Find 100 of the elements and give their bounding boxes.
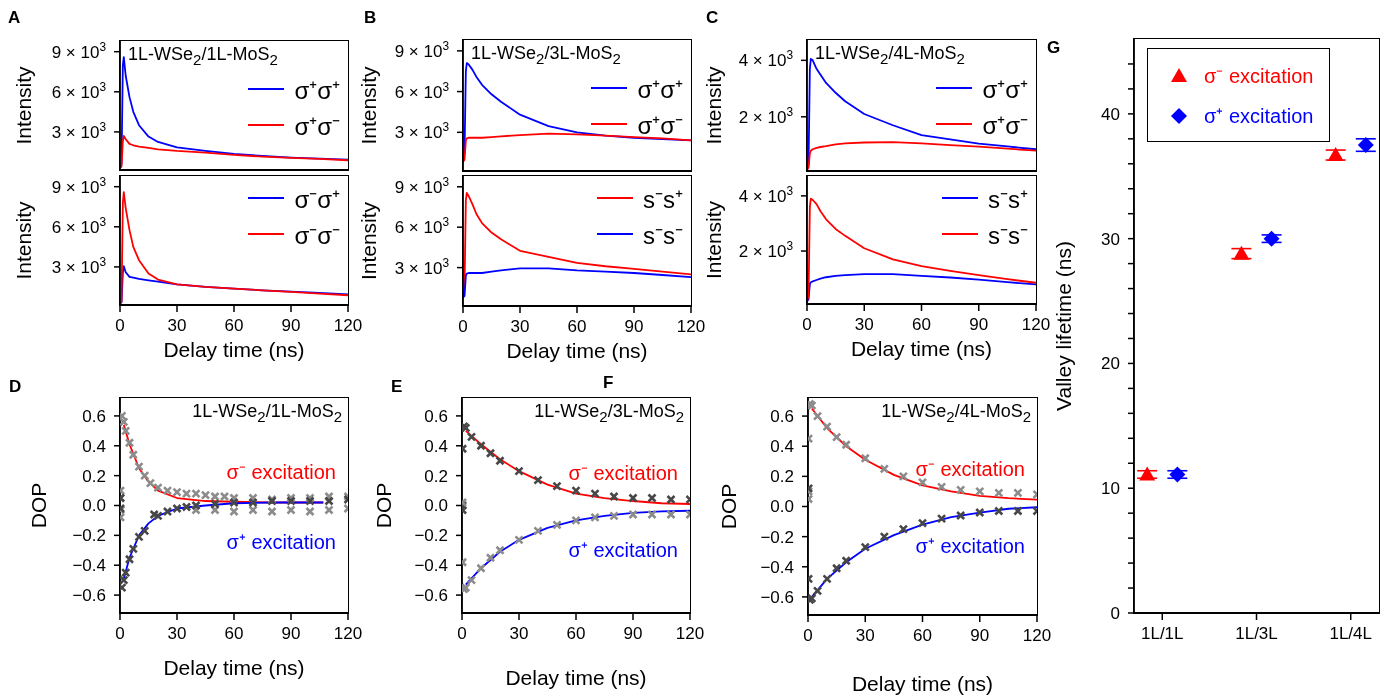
y-axis-title: Intensity <box>702 65 726 145</box>
x-axis-title: Delay time (ns) <box>163 338 305 361</box>
x-tick-label: 1L/4L <box>1329 623 1372 643</box>
x-tick-label: 0 <box>803 625 813 645</box>
y-tick-label: 2 × 10$^{3}$ <box>738 104 794 127</box>
x-tick-label: 90 <box>624 316 644 336</box>
x-tick-label: 30 <box>167 315 187 335</box>
legend-label: σ⁺σ⁻ <box>294 111 340 142</box>
y-tick-label: 0.6 <box>82 406 106 426</box>
legend-label: σ⁺ excitation <box>1204 103 1314 129</box>
legend-label: σ⁻σ⁺ <box>294 184 340 215</box>
x-tick-label: 0 <box>802 314 812 334</box>
legend-label: σ⁺σ⁻ <box>637 110 683 141</box>
y-tick-label: −0.2 <box>760 527 794 547</box>
text: C <box>706 8 719 28</box>
y-axis-title: Intensity <box>357 65 381 145</box>
x-tick-label: 60 <box>224 623 244 643</box>
y-axis-title: DOP <box>27 482 51 529</box>
y-tick-label: 0.6 <box>424 406 448 426</box>
series-label: σ⁺ excitation <box>568 538 678 561</box>
legend-label: σ⁺σ⁺ <box>637 74 683 105</box>
x-tick-label: 120 <box>676 316 706 336</box>
legend-label: s⁻s⁺ <box>988 184 1028 215</box>
y-tick-label: −0.6 <box>72 586 106 606</box>
series-label: σ⁻ excitation <box>226 460 336 483</box>
y-tick-label: 0.4 <box>82 436 106 456</box>
series-label: σ⁻ excitation <box>915 457 1025 480</box>
x-axis-title: Delay time (ns) <box>506 339 648 362</box>
y-tick-label: 0.2 <box>424 466 448 486</box>
y-tick-label: 3 × 10$^{3}$ <box>394 120 450 143</box>
x-tick-label: 60 <box>912 314 931 334</box>
legend-label: s⁻s⁻ <box>988 220 1028 251</box>
y-tick-label: 9 × 10$^{3}$ <box>51 174 107 197</box>
y-tick-label: 0.4 <box>770 437 794 457</box>
y-tick-label: −0.6 <box>760 587 794 607</box>
y-tick-label: 40 <box>1101 104 1120 124</box>
y-tick-label: 9 × 10$^{3}$ <box>394 38 450 61</box>
y-tick-label: 0.2 <box>82 466 106 486</box>
x-tick-label: 0 <box>457 623 467 643</box>
y-tick-label: −0.4 <box>72 556 106 576</box>
y-axis-title: Intensity <box>357 201 381 281</box>
series-label: σ⁻ excitation <box>568 462 678 485</box>
x-tick-label: 30 <box>855 625 875 645</box>
y-tick-label: 0.2 <box>770 467 794 487</box>
text: G <box>1047 38 1061 58</box>
y-tick-label: 0 <box>1110 603 1120 623</box>
y-tick-label: 0.0 <box>424 496 448 516</box>
x-tick-label: 0 <box>458 316 468 336</box>
x-tick-label: 120 <box>1022 625 1052 645</box>
y-tick-label: 0.0 <box>82 496 106 516</box>
chart-title: 1L-WSe$_{2}$/3L-MoS$_{2}$ <box>534 401 684 425</box>
x-tick-label: 60 <box>567 316 587 336</box>
y-tick-label: 9 × 10$^{3}$ <box>394 174 450 197</box>
x-tick-label: 1L/3L <box>1235 623 1278 643</box>
x-axis-title: Delay time (ns) <box>851 672 994 695</box>
x-tick-label: 90 <box>970 625 990 645</box>
legend-label: σ⁺σ⁻ <box>982 110 1028 141</box>
x-tick-label: 60 <box>224 315 244 335</box>
y-tick-label: 6 × 10$^{3}$ <box>51 214 107 237</box>
y-tick-label: 3 × 10$^{3}$ <box>51 119 107 142</box>
chart-title: 1L-WSe$_{2}$/1L-MoS$_{2}$ <box>192 401 342 425</box>
y-tick-label: 4 × 10$^{3}$ <box>738 183 794 206</box>
legend-label: σ⁻σ⁻ <box>294 220 340 251</box>
y-tick-label: 0.0 <box>770 497 794 517</box>
y-tick-label: 2 × 10$^{3}$ <box>738 238 794 261</box>
x-tick-label: 30 <box>167 623 187 643</box>
chart-title: 1L-WSe$_{2}$/4L-MoS$_{2}$ <box>815 43 965 67</box>
x-tick-label: 60 <box>913 625 932 645</box>
y-tick-label: 9 × 10$^{3}$ <box>51 39 107 62</box>
x-tick-label: 30 <box>854 314 874 334</box>
y-axis-title: DOP <box>717 483 741 530</box>
y-tick-label: 3 × 10$^{3}$ <box>394 255 450 278</box>
series-label: σ⁺ excitation <box>226 530 336 553</box>
chart-title: 1L-WSe$_{2}$/3L-MoS$_{2}$ <box>471 43 621 67</box>
y-tick-label: −0.2 <box>414 526 448 546</box>
x-tick-label: 1L/1L <box>1141 623 1184 643</box>
y-tick-label: −0.4 <box>414 556 448 576</box>
legend-label: s⁻s⁻ <box>643 220 683 251</box>
y-axis-title: DOP <box>372 482 396 529</box>
y-tick-label: −0.2 <box>72 526 106 546</box>
x-axis-title: Delay time (ns) <box>163 656 305 679</box>
y-axis-title: Intensity <box>12 65 36 145</box>
y-tick-label: 4 × 10$^{3}$ <box>738 48 794 71</box>
x-tick-label: 120 <box>333 315 363 335</box>
y-tick-label: 0.6 <box>770 407 794 427</box>
y-axis-title: Valley lifetime (ns) <box>1052 241 1076 411</box>
y-axis-title: Intensity <box>12 200 36 280</box>
x-tick-label: 90 <box>281 315 301 335</box>
series-label: σ⁺ excitation <box>915 535 1025 558</box>
y-tick-label: 6 × 10$^{3}$ <box>394 215 450 238</box>
chart-title: 1L-WSe$_{2}$/1L-MoS$_{2}$ <box>128 44 278 68</box>
legend-label: s⁻s⁺ <box>643 184 683 215</box>
y-tick-label: 20 <box>1101 354 1120 374</box>
x-tick-label: 90 <box>969 314 989 334</box>
text: A <box>8 8 21 28</box>
x-tick-label: 0 <box>115 315 125 335</box>
x-axis-title: Delay time (ns) <box>505 666 647 689</box>
y-tick-label: −0.6 <box>414 586 448 606</box>
y-tick-label: 3 × 10$^{3}$ <box>51 254 107 277</box>
x-tick-label: 60 <box>566 623 586 643</box>
